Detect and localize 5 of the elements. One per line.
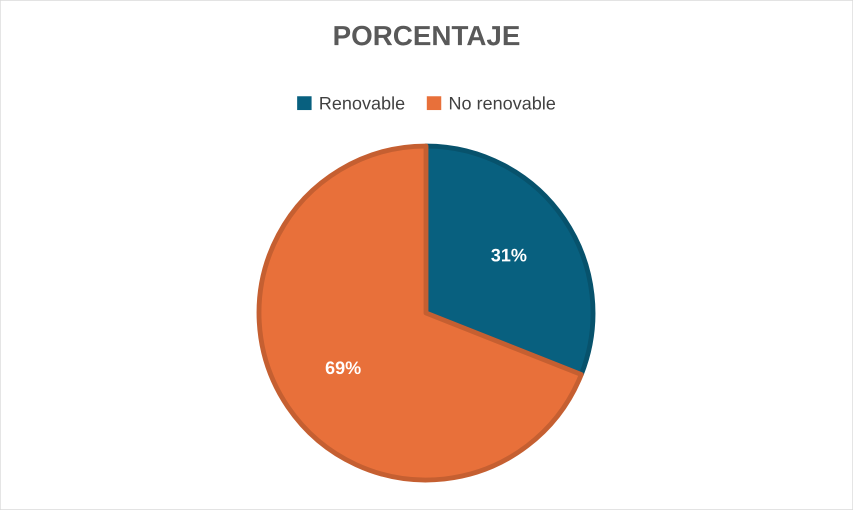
legend-label: No renovable	[450, 96, 556, 110]
data-label: 31%	[491, 248, 526, 262]
data-label: 69%	[326, 361, 361, 374]
chart-title: PORCENTAJE	[334, 26, 520, 46]
legend-label: Renovable	[320, 96, 404, 110]
